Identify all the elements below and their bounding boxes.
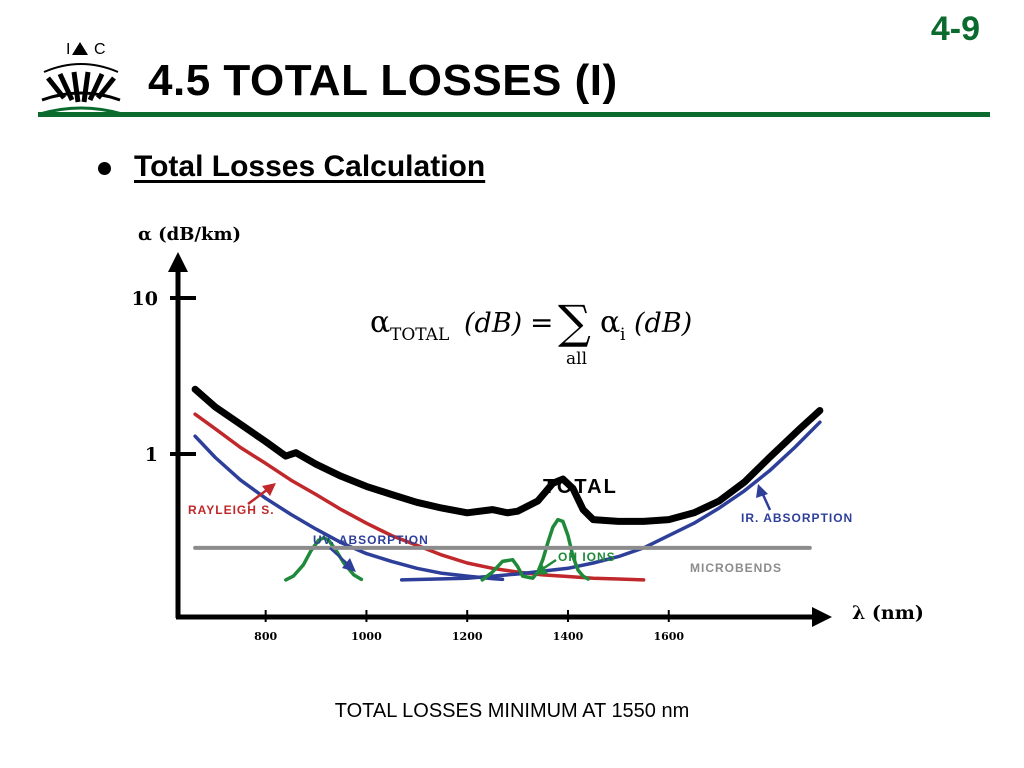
title-underline xyxy=(38,112,990,117)
arrowhead-uv xyxy=(342,558,356,572)
formula-sub-total: TOTAL xyxy=(390,325,449,345)
series-rayleigh-s-line xyxy=(193,412,646,582)
formula-under: all xyxy=(566,349,587,369)
formula-alpha-i: α xyxy=(600,305,620,340)
label-uv: UV. ABSORPTION xyxy=(313,533,429,547)
x-tick-label: 1000 xyxy=(351,630,382,643)
caption: TOTAL LOSSES MINIMUM AT 1550 nm xyxy=(334,700,690,722)
x-tick-label: 800 xyxy=(254,630,277,643)
series-total-line xyxy=(191,385,824,525)
svg-text:C: C xyxy=(94,41,106,58)
x-tick-label: 1400 xyxy=(553,630,584,643)
x-tick-label: 1600 xyxy=(653,630,684,643)
bullet-heading: Total Losses Calculation xyxy=(134,150,486,183)
label-total: TOTAL xyxy=(543,476,618,498)
formula-db-left: (dB) xyxy=(464,308,522,339)
bullet-dot xyxy=(98,162,111,175)
label-microbends: MICROBENDS xyxy=(690,561,782,575)
y-tick-label: 1 xyxy=(145,444,158,466)
label-arrows xyxy=(247,483,772,575)
formula-alpha: α xyxy=(370,305,390,340)
y-axis-arrow xyxy=(168,252,188,272)
label-rayleigh: RAYLEIGH S. xyxy=(188,503,275,517)
formula-sigma: ∑ xyxy=(558,295,591,349)
svg-text:I: I xyxy=(66,41,70,58)
slide-number: 4-9 xyxy=(930,10,980,48)
y-tick-label: 10 xyxy=(132,288,158,310)
formula-sub-i: i xyxy=(620,325,626,345)
formula-equals: = xyxy=(530,306,553,339)
y-axis-label: α (dB/km) xyxy=(138,224,241,245)
formula-db-right: (dB) xyxy=(634,308,692,339)
slide-title: 4.5 TOTAL LOSSES (I) xyxy=(148,56,618,105)
x-axis-arrow xyxy=(812,607,832,627)
iac-logo: I C xyxy=(39,41,123,116)
x-tick-label: 1200 xyxy=(452,630,483,643)
arrowhead-oh xyxy=(534,564,548,575)
arrowhead-rayleigh xyxy=(262,483,276,496)
label-ir: IR. ABSORPTION xyxy=(741,511,853,525)
arrowhead-ir xyxy=(756,484,768,498)
x-axis-label: λ (nm) xyxy=(852,602,924,624)
loss-formula: α TOTAL (dB) = ∑ all α i (dB) xyxy=(370,295,692,369)
label-oh: OH IONS xyxy=(558,550,616,564)
series-ir-absorption-line xyxy=(399,420,822,582)
